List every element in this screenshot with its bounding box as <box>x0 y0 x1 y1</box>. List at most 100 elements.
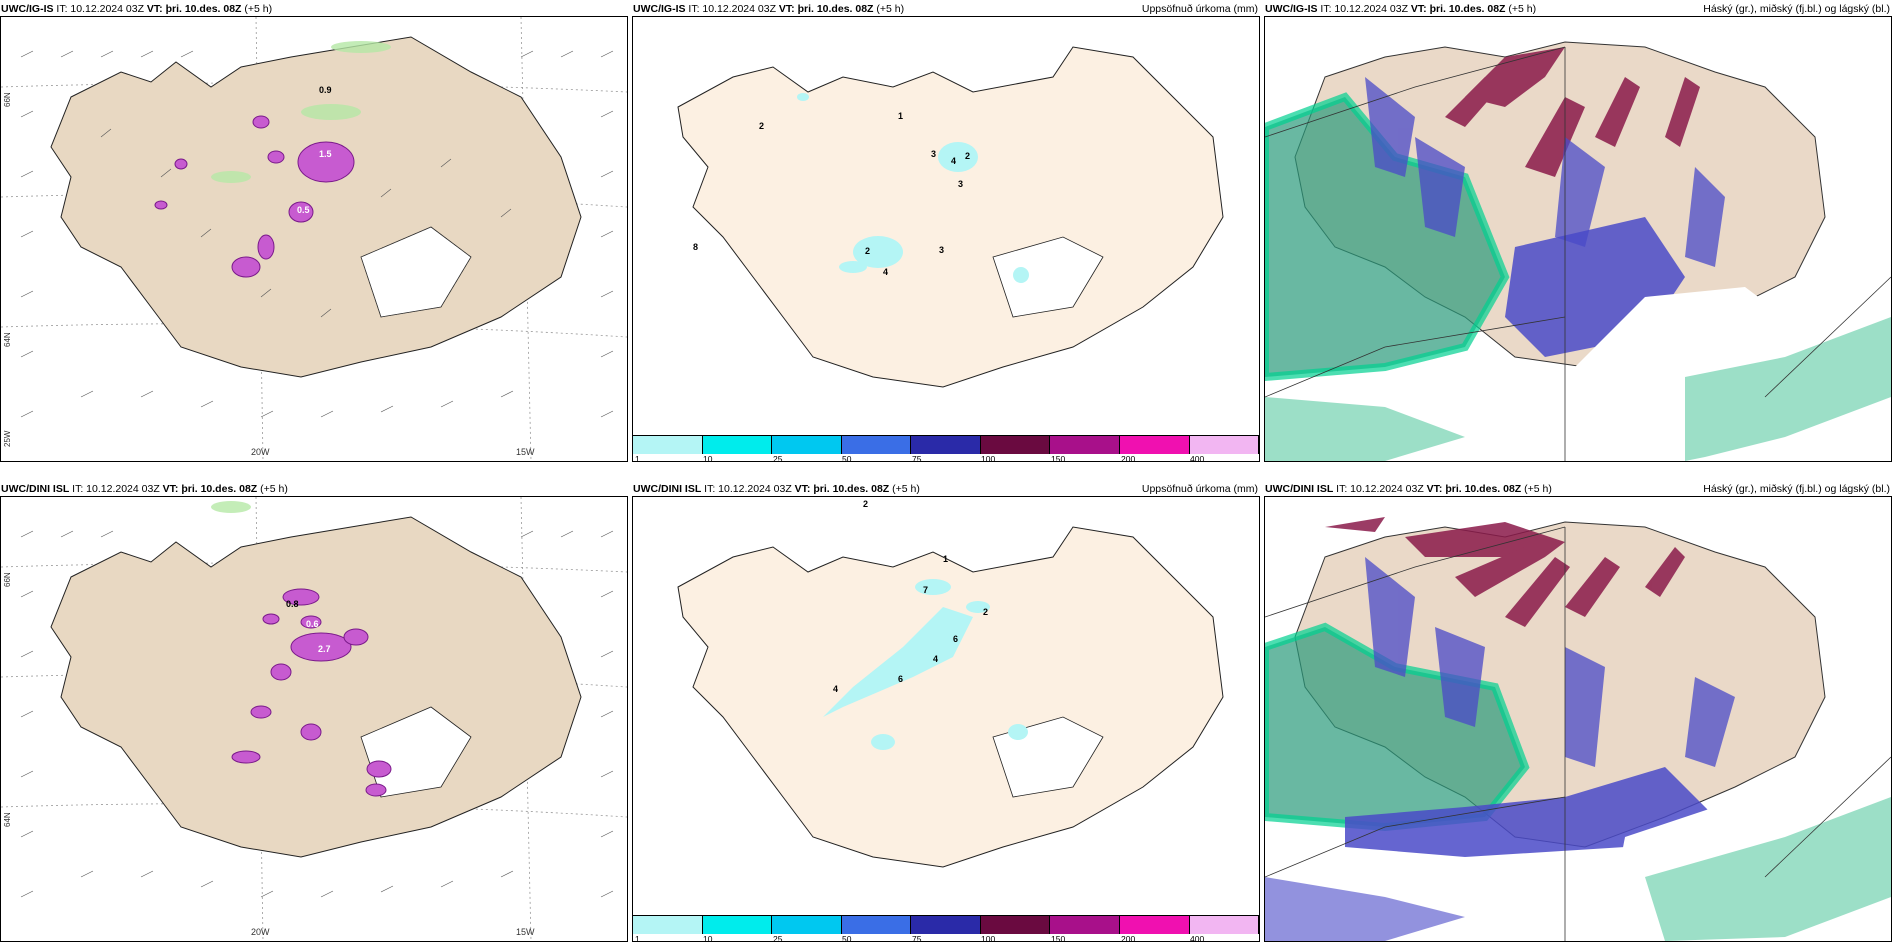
colorbar-swatch <box>772 436 842 454</box>
map-frame <box>1264 496 1892 942</box>
precip-label: 3 <box>939 245 944 255</box>
precip-label: 4 <box>933 654 938 664</box>
precip-label: 2 <box>759 121 764 131</box>
colorbar-swatch <box>911 436 981 454</box>
colorbar-tick: 50 <box>842 454 852 462</box>
precip-label: 4 <box>951 156 956 166</box>
colorbar-swatch <box>702 916 773 934</box>
colorbar <box>633 915 1259 934</box>
lat-label: 66N <box>3 572 12 587</box>
panel-title: UWC/IG-IS IT: 10.12.2024 03Z VT: þri. 10… <box>633 3 904 17</box>
colorbar-tick: 150 <box>1051 934 1066 942</box>
precip-map: 7 6 4 6 4 2 1 2 <box>677 499 1224 868</box>
map-frame: 7 6 4 6 4 2 1 2 1 10 25 50 75 100 <box>632 496 1260 942</box>
colorbar-swatch <box>702 436 773 454</box>
forecast-offset: (+5 h) <box>1524 483 1552 495</box>
valid-time: VT: þri. 10.des. 08Z <box>778 3 874 15</box>
field-title: Uppsöfnuð úrkoma (mm) <box>1141 483 1258 495</box>
colorbar-tick: 100 <box>981 454 996 462</box>
panel-title: UWC/DINI ISL IT: 10.12.2024 03Z VT: þri.… <box>633 483 920 497</box>
colorbar-tick: 400 <box>1190 454 1205 462</box>
model-name: UWC/DINI ISL <box>633 483 702 495</box>
lat-label: 25W <box>3 430 12 447</box>
contour-label: 2.7 <box>318 644 331 654</box>
lat-label: 66N <box>3 92 12 107</box>
precip-label: 6 <box>898 674 903 684</box>
panel-wind-bottom: UWC/DINI ISL IT: 10.12.2024 03Z VT: þri.… <box>0 480 628 942</box>
valid-time: VT: þri. 10.des. 08Z <box>1410 3 1506 15</box>
contour-label: 0.9 <box>319 85 332 95</box>
colorbar-tick: 75 <box>912 454 922 462</box>
map-frame: 2.7 0.8 0.6 20W 15W 66N 64N <box>0 496 628 942</box>
colorbar-swatch <box>1189 916 1259 934</box>
colorbar-tick: 200 <box>1121 934 1136 942</box>
map-frame: 0.9 0.5 1.5 20W 15W 66N 64N 25W <box>0 16 628 462</box>
init-time: IT: 10.12.2024 03Z <box>72 483 160 495</box>
precip-label: 7 <box>923 585 928 595</box>
valid-time: VT: þri. 10.des. 08Z <box>146 3 242 15</box>
forecast-offset: (+5 h) <box>260 483 288 495</box>
colorbar <box>633 435 1259 454</box>
precip-label: 4 <box>883 267 888 277</box>
init-time: IT: 10.12.2024 03Z <box>56 3 144 15</box>
lon-label: 20W <box>251 927 270 937</box>
panel-wind-top: UWC/IG-IS IT: 10.12.2024 03Z VT: þri. 10… <box>0 0 628 462</box>
map-frame: 2 1 3 4 2 3 2 4 3 8 1 10 25 50 75 <box>632 16 1260 462</box>
panel-title: UWC/DINI ISL IT: 10.12.2024 03Z VT: þri.… <box>1265 483 1552 497</box>
precip-label: 2 <box>863 499 868 509</box>
colorbar-tick: 1 <box>635 934 640 942</box>
colorbar-tick: 25 <box>773 934 783 942</box>
contour-label: 0.5 <box>297 205 310 215</box>
valid-time: VT: þri. 10.des. 08Z <box>794 483 890 495</box>
model-name: UWC/DINI ISL <box>1265 483 1334 495</box>
colorbar-swatch <box>1050 436 1120 454</box>
panel-title: UWC/IG-IS IT: 10.12.2024 03Z VT: þri. 10… <box>1265 3 1536 17</box>
contour-label: 1.5 <box>319 149 332 159</box>
iceland-land <box>677 526 1224 868</box>
lat-label: 64N <box>3 332 12 347</box>
valid-time: VT: þri. 10.des. 08Z <box>162 483 258 495</box>
colorbar-swatch <box>633 436 703 454</box>
colorbar-tick: 50 <box>842 934 852 942</box>
precip-label: 1 <box>898 111 903 121</box>
lat-label: 64N <box>3 812 12 827</box>
iceland-land <box>50 516 582 858</box>
colorbar-swatch <box>1119 916 1190 934</box>
panel-precip-top: UWC/IG-IS IT: 10.12.2024 03Z VT: þri. 10… <box>632 0 1260 462</box>
wind-map: 0.9 0.5 1.5 <box>1 17 627 461</box>
colorbar-ticks: 1 10 25 50 75 100 150 200 400 <box>633 934 1259 942</box>
cloud-map <box>1265 41 1891 461</box>
colorbar-swatch <box>1050 916 1120 934</box>
model-name: UWC/IG-IS <box>633 3 686 15</box>
model-name: UWC/IG-IS <box>1265 3 1318 15</box>
valid-time: VT: þri. 10.des. 08Z <box>1426 483 1522 495</box>
colorbar-swatch <box>1189 436 1259 454</box>
panel-clouds-bottom: UWC/DINI ISL IT: 10.12.2024 03Z VT: þri.… <box>1264 480 1892 942</box>
field-title: Háský (gr.), miðský (fj.bl.) og lágský (… <box>1703 483 1890 495</box>
colorbar-swatch <box>841 916 912 934</box>
panel-clouds-top: UWC/IG-IS IT: 10.12.2024 03Z VT: þri. 10… <box>1264 0 1892 462</box>
model-name: UWC/IG-IS <box>1 3 54 15</box>
iceland-land <box>50 36 582 378</box>
colorbar-tick: 400 <box>1190 934 1205 942</box>
colorbar-tick: 100 <box>981 934 996 942</box>
colorbar-tick: 200 <box>1121 454 1136 462</box>
wind-map: 2.7 0.8 0.6 <box>1 497 627 941</box>
precip-label: 8 <box>693 242 698 252</box>
precip-label: 2 <box>865 246 870 256</box>
init-time: IT: 10.12.2024 03Z <box>1336 483 1424 495</box>
precip-map: 2 1 3 4 2 3 2 4 3 8 <box>677 46 1224 388</box>
precip-label: 3 <box>958 179 963 189</box>
model-name: UWC/DINI ISL <box>1 483 70 495</box>
colorbar-swatch <box>980 436 1051 454</box>
colorbar-swatch <box>980 916 1051 934</box>
panel-title: UWC/IG-IS IT: 10.12.2024 03Z VT: þri. 10… <box>1 3 272 17</box>
field-title: Uppsöfnuð úrkoma (mm) <box>1141 3 1258 15</box>
cloud-map <box>1265 517 1891 941</box>
precip-label: 2 <box>965 151 970 161</box>
lon-label: 20W <box>251 447 270 457</box>
map-frame <box>1264 16 1892 462</box>
field-title: Háský (gr.), miðský (fj.bl.) og lágský (… <box>1703 3 1890 15</box>
colorbar-tick: 150 <box>1051 454 1066 462</box>
precip-label: 1 <box>943 554 948 564</box>
